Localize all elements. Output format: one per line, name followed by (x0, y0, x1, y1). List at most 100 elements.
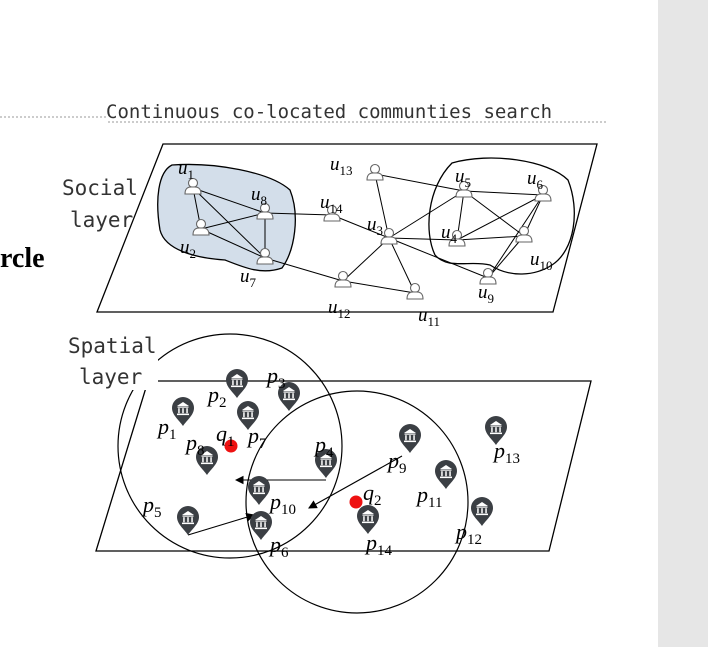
user-label-u10-base: u (530, 249, 540, 270)
poi-label-p1: p1 (156, 414, 177, 443)
poi-label-p7-sub: 7 (259, 436, 267, 452)
poi-label-p6-base: p (268, 532, 281, 557)
user-icon (515, 225, 533, 243)
poi-label-p2-base: p (206, 382, 219, 407)
edge-u8-u14 (264, 212, 333, 216)
poi-label-p1-sub: 1 (169, 427, 177, 443)
poi-label-p2-sub: 2 (219, 395, 227, 411)
poi-label-p13-base: p (492, 438, 505, 463)
poi-label-p3: p3 (265, 363, 286, 392)
query-circle-1 (117, 333, 343, 559)
poi-label-p1-base: p (156, 414, 169, 439)
user-label-u11: u11 (418, 305, 440, 329)
poi-p10 (248, 476, 270, 505)
poi-label-p4-sub: 4 (326, 445, 334, 461)
user-label-u2-sub: 2 (190, 246, 197, 261)
edge-u3-u9 (388, 237, 489, 279)
community-region-right (428, 157, 575, 275)
user-label-u3: u3 (367, 214, 383, 238)
poi-label-p14-sub: 14 (377, 543, 393, 559)
user-label-u2: u2 (180, 237, 196, 261)
user-label-u2-base: u (180, 237, 190, 258)
location-pin-icon (226, 369, 248, 398)
edge-u10-u9 (487, 235, 525, 279)
poi-p1 (172, 397, 194, 426)
edge-u6-u4 (456, 194, 544, 241)
move-arrow-p5-p6 (187, 513, 256, 536)
edge-u3-u11 (388, 237, 416, 294)
edge-u3-u4 (388, 237, 458, 241)
poi-label-p11-sub: 11 (428, 495, 442, 511)
poi-label-p5-sub: 5 (154, 505, 162, 521)
user-label-u7-base: u (240, 266, 250, 287)
user-label-u14-base: u (320, 192, 330, 213)
move-arrow-p9-p10 (308, 455, 403, 509)
user-label-u9-base: u (478, 282, 488, 303)
poi-label-p3-base: p (265, 363, 278, 388)
cut-off-heading: rcle (0, 243, 45, 274)
user-node-u13 (366, 163, 384, 181)
edge-u7-u12 (264, 257, 344, 282)
poi-p2 (226, 369, 248, 398)
poi-p11 (435, 460, 457, 489)
poi-label-p3-sub: 3 (278, 376, 286, 392)
user-label-u13-sub: 13 (340, 163, 353, 178)
edge-u1-u8 (192, 187, 266, 214)
spatial-layer-label-line1: Spatial (68, 334, 157, 358)
user-label-u1-base: u (178, 158, 188, 179)
edge-u3-u5 (388, 190, 465, 239)
user-label-u7: u7 (240, 266, 257, 290)
social-layer-plane (96, 143, 598, 313)
query-label-q1: q1 (216, 421, 235, 450)
poi-p9 (399, 424, 421, 453)
user-label-u5-base: u (455, 166, 465, 187)
poi-p5 (177, 506, 199, 535)
user-node-u10 (515, 225, 533, 243)
user-label-u9: u9 (478, 282, 494, 306)
edge-u1-u7 (192, 187, 266, 259)
community-region-left (157, 163, 296, 272)
edge-u5-u10 (463, 190, 525, 237)
spatial-layer-label-line2: layer (79, 365, 142, 389)
user-label-u1: u1 (178, 158, 194, 182)
user-icon (406, 282, 424, 300)
user-label-u14-sub: 14 (330, 201, 344, 216)
spatial-layer-plane (95, 380, 592, 552)
edge-u2-u8 (200, 212, 266, 230)
poi-label-p9-base: p (386, 448, 399, 473)
diagram-title: Continuous co-located communties search (106, 101, 552, 123)
poi-label-p12-sub: 12 (467, 532, 482, 548)
poi-label-p8-sub: 8 (197, 443, 205, 459)
poi-label-p9-sub: 9 (399, 461, 407, 477)
location-pin-icon (172, 397, 194, 426)
spatial-label-backdrop (66, 335, 158, 390)
query-label-q2: q2 (363, 480, 382, 509)
user-label-u14: u14 (320, 192, 343, 216)
edge-u13-u3 (374, 173, 390, 239)
user-label-u3-base: u (367, 214, 377, 235)
poi-label-p14-base: p (364, 530, 377, 555)
social-layer-label-line2: layer (70, 208, 133, 232)
user-label-u3-sub: 3 (377, 223, 384, 238)
poi-label-p13: p13 (492, 438, 520, 467)
poi-label-p8: p8 (184, 430, 205, 459)
query-point-q1 (224, 439, 238, 453)
poi-p12 (471, 497, 493, 526)
poi-label-p7-base: p (246, 423, 259, 448)
location-pin-icon (399, 424, 421, 453)
user-label-u10: u10 (530, 249, 553, 273)
poi-p6 (250, 511, 272, 540)
user-label-u4: u4 (441, 222, 458, 246)
user-label-u7-sub: 7 (250, 275, 257, 290)
poi-label-p6-sub: 6 (281, 545, 289, 561)
user-label-u8-sub: 8 (261, 193, 268, 208)
user-label-u4-sub: 4 (451, 231, 458, 246)
user-label-u11-base: u (418, 305, 428, 326)
poi-label-p4-base: p (313, 432, 326, 457)
user-label-u11-sub: 11 (428, 314, 441, 329)
user-label-u12: u12 (328, 297, 351, 321)
poi-label-p12: p12 (454, 519, 482, 548)
poi-label-p5: p5 (141, 492, 162, 521)
